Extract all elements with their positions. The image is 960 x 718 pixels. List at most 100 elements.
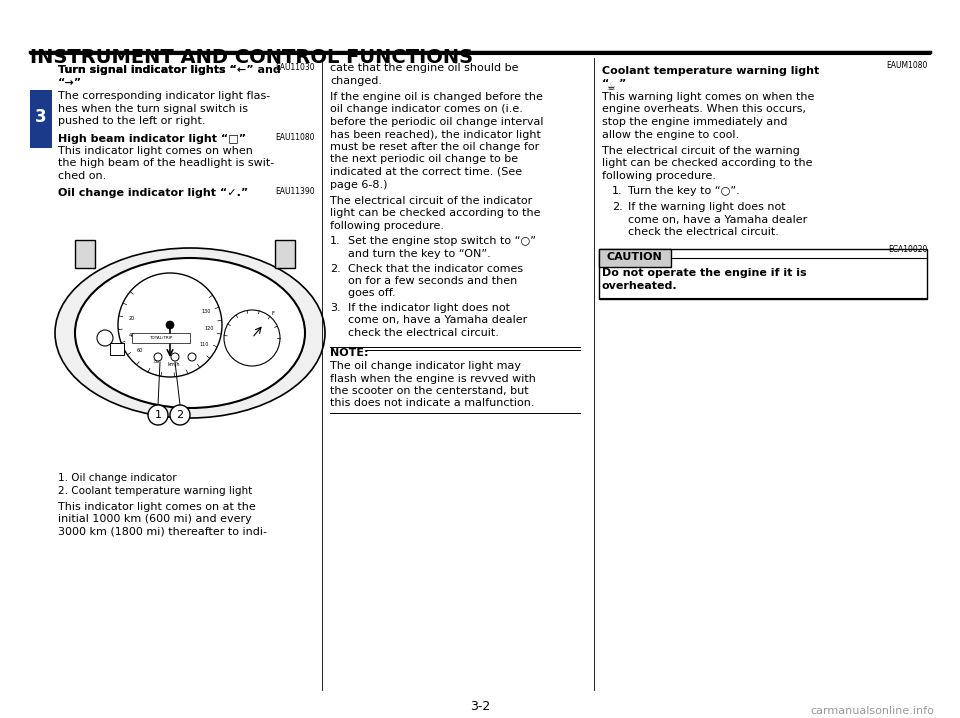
Text: km/h: km/h bbox=[167, 361, 180, 366]
Text: 3.: 3. bbox=[330, 303, 341, 313]
Text: 2.: 2. bbox=[330, 264, 341, 274]
Text: INSTRUMENT AND CONTROL FUNCTIONS: INSTRUMENT AND CONTROL FUNCTIONS bbox=[30, 48, 473, 67]
Text: High beam indicator light “□”: High beam indicator light “□” bbox=[58, 134, 246, 144]
Text: Turn signal indicator lights “←” and: Turn signal indicator lights “←” and bbox=[58, 65, 280, 75]
Text: 40: 40 bbox=[130, 332, 135, 337]
Text: pushed to the left or right.: pushed to the left or right. bbox=[58, 116, 205, 126]
Bar bbox=[30, 90, 52, 148]
Text: The electrical circuit of the warning: The electrical circuit of the warning bbox=[602, 146, 800, 156]
Text: hes when the turn signal switch is: hes when the turn signal switch is bbox=[58, 103, 248, 113]
Text: 1.: 1. bbox=[330, 236, 341, 246]
Circle shape bbox=[166, 321, 174, 329]
Circle shape bbox=[97, 330, 113, 346]
Text: ECA10020: ECA10020 bbox=[889, 246, 928, 254]
Text: and turn the key to “ON”.: and turn the key to “ON”. bbox=[348, 249, 491, 259]
Text: 20: 20 bbox=[129, 316, 134, 321]
Text: cate that the engine oil should be: cate that the engine oil should be bbox=[330, 63, 518, 73]
Circle shape bbox=[118, 273, 222, 377]
Circle shape bbox=[154, 353, 162, 361]
Text: this does not indicate a malfunction.: this does not indicate a malfunction. bbox=[330, 398, 535, 409]
Text: the high beam of the headlight is swit-: the high beam of the headlight is swit- bbox=[58, 159, 275, 169]
Text: If the warning light does not: If the warning light does not bbox=[628, 202, 785, 212]
Text: carmanualsonline.info: carmanualsonline.info bbox=[810, 706, 934, 716]
Text: 100: 100 bbox=[188, 355, 197, 360]
Text: Turn signal indicator lights “: Turn signal indicator lights “ bbox=[58, 65, 237, 75]
Text: EAU11080: EAU11080 bbox=[276, 133, 315, 141]
Text: come on, have a Yamaha dealer: come on, have a Yamaha dealer bbox=[628, 215, 807, 225]
Text: light can be checked according to the: light can be checked according to the bbox=[330, 208, 540, 218]
Text: stop the engine immediately and: stop the engine immediately and bbox=[602, 117, 787, 127]
Text: allow the engine to cool.: allow the engine to cool. bbox=[602, 129, 739, 139]
Text: 2. Coolant temperature warning light: 2. Coolant temperature warning light bbox=[58, 486, 252, 496]
Text: F: F bbox=[272, 311, 275, 316]
Text: Do not operate the engine if it is: Do not operate the engine if it is bbox=[602, 269, 806, 279]
Text: come on, have a Yamaha dealer: come on, have a Yamaha dealer bbox=[348, 315, 527, 325]
Text: must be reset after the oil change for: must be reset after the oil change for bbox=[330, 142, 540, 152]
Text: CAUTION: CAUTION bbox=[606, 251, 661, 261]
Text: 3-2: 3-2 bbox=[469, 700, 491, 713]
Text: overheated.: overheated. bbox=[602, 281, 678, 291]
Text: This indicator light comes on at the: This indicator light comes on at the bbox=[58, 502, 255, 512]
Text: initial 1000 km (600 mi) and every: initial 1000 km (600 mi) and every bbox=[58, 515, 252, 525]
Circle shape bbox=[188, 353, 196, 361]
Text: Turn the key to “○”.: Turn the key to “○”. bbox=[628, 187, 740, 197]
Text: check the electrical circuit.: check the electrical circuit. bbox=[628, 227, 779, 237]
Text: The corresponding indicator light flas-: The corresponding indicator light flas- bbox=[58, 91, 271, 101]
Text: 1. Oil change indicator: 1. Oil change indicator bbox=[58, 473, 177, 483]
Text: “→”: “→” bbox=[58, 78, 83, 88]
Text: 110: 110 bbox=[199, 342, 208, 347]
Text: Oil change indicator light “✓.”: Oil change indicator light “✓.” bbox=[58, 189, 249, 198]
Text: Set the engine stop switch to “○”: Set the engine stop switch to “○” bbox=[348, 236, 536, 246]
Text: light can be checked according to the: light can be checked according to the bbox=[602, 159, 812, 169]
Text: has been reached), the indicator light: has been reached), the indicator light bbox=[330, 129, 540, 139]
Bar bbox=[275, 240, 295, 268]
Text: 130: 130 bbox=[202, 309, 211, 314]
Circle shape bbox=[170, 405, 190, 425]
Text: goes off.: goes off. bbox=[348, 289, 396, 299]
Text: If the indicator light does not: If the indicator light does not bbox=[348, 303, 510, 313]
Text: flash when the engine is revved with: flash when the engine is revved with bbox=[330, 373, 536, 383]
Bar bbox=[132, 333, 190, 343]
Text: check the electrical circuit.: check the electrical circuit. bbox=[348, 328, 499, 338]
Text: The electrical circuit of the indicator: The electrical circuit of the indicator bbox=[330, 196, 532, 206]
Text: the next periodic oil change to be: the next periodic oil change to be bbox=[330, 154, 518, 164]
Text: following procedure.: following procedure. bbox=[330, 221, 444, 231]
Text: EAU11390: EAU11390 bbox=[276, 187, 315, 197]
Text: 2.: 2. bbox=[612, 202, 623, 212]
Text: 1.: 1. bbox=[612, 187, 623, 197]
Bar bbox=[599, 248, 671, 266]
Text: page 6-8.): page 6-8.) bbox=[330, 180, 388, 190]
Text: This warning light comes on when the: This warning light comes on when the bbox=[602, 92, 814, 102]
Text: engine overheats. When this occurs,: engine overheats. When this occurs, bbox=[602, 105, 806, 114]
Text: Check that the indicator comes: Check that the indicator comes bbox=[348, 264, 523, 274]
Text: This indicator light comes on when: This indicator light comes on when bbox=[58, 146, 252, 156]
Text: NOTE:: NOTE: bbox=[330, 348, 369, 358]
Text: before the periodic oil change interval: before the periodic oil change interval bbox=[330, 117, 543, 127]
Bar bbox=[75, 240, 95, 268]
Text: 3000 km (1800 mi) thereafter to indi-: 3000 km (1800 mi) thereafter to indi- bbox=[58, 527, 267, 537]
Text: Coolant temperature warning light: Coolant temperature warning light bbox=[602, 66, 819, 76]
Ellipse shape bbox=[55, 248, 325, 418]
Text: indicated at the correct time. (See: indicated at the correct time. (See bbox=[330, 167, 522, 177]
Text: ”: ” bbox=[619, 78, 626, 88]
Text: the scooter on the centerstand, but: the scooter on the centerstand, but bbox=[330, 386, 529, 396]
Bar bbox=[110, 343, 124, 355]
Text: The oil change indicator light may: The oil change indicator light may bbox=[330, 361, 521, 371]
Circle shape bbox=[148, 405, 168, 425]
Text: 2: 2 bbox=[177, 410, 183, 420]
Text: 120: 120 bbox=[204, 326, 213, 331]
Text: “: “ bbox=[602, 78, 610, 88]
Text: EAU11030: EAU11030 bbox=[276, 63, 315, 72]
Text: EAUM1080: EAUM1080 bbox=[887, 61, 928, 70]
Text: 3: 3 bbox=[36, 108, 47, 126]
Text: 60: 60 bbox=[137, 348, 143, 353]
Text: on for a few seconds and then: on for a few seconds and then bbox=[348, 276, 517, 286]
Ellipse shape bbox=[75, 258, 305, 408]
Text: ☕: ☕ bbox=[607, 82, 615, 91]
Text: changed.: changed. bbox=[330, 75, 382, 85]
Text: If the engine oil is changed before the: If the engine oil is changed before the bbox=[330, 92, 542, 102]
Circle shape bbox=[171, 353, 179, 361]
Text: 1: 1 bbox=[155, 410, 161, 420]
Circle shape bbox=[224, 310, 280, 366]
Text: oil change indicator comes on (i.e.: oil change indicator comes on (i.e. bbox=[330, 105, 523, 114]
